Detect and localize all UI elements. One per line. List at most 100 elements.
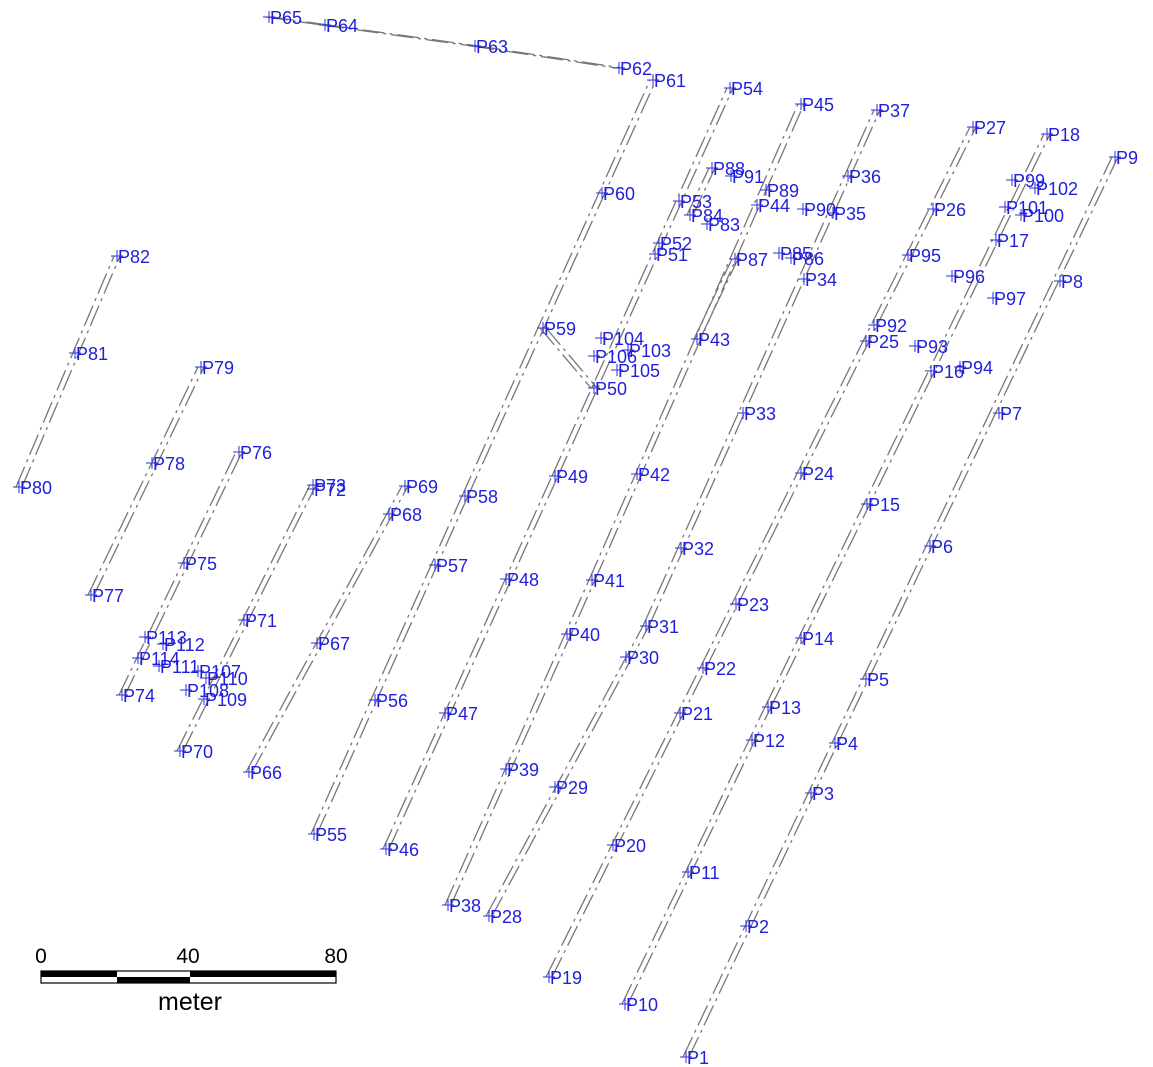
survey-point-p87: P87 [729, 250, 768, 270]
point-label: P36 [849, 167, 881, 187]
point-label: P35 [834, 204, 866, 224]
scale-tick-label: 40 [176, 945, 199, 968]
point-label: P61 [654, 71, 686, 91]
survey-point-p85: P85 [773, 244, 812, 264]
point-label: P77 [92, 586, 124, 606]
survey-point-p74: P74 [116, 686, 155, 706]
point-label: P33 [744, 404, 776, 424]
point-label: P72 [314, 480, 346, 500]
point-label: P16 [932, 362, 964, 382]
point-label: P22 [704, 659, 736, 679]
survey-track-line [545, 667, 701, 978]
survey-point-p94: P94 [954, 358, 993, 378]
survey-track-line [539, 327, 592, 389]
survey-track-line [699, 126, 971, 669]
survey-point-p82: P82 [111, 247, 150, 267]
point-label: P7 [1000, 404, 1022, 424]
survey-point-p11: P11 [682, 863, 720, 883]
point-label: P92 [875, 316, 907, 336]
survey-point-p75: P75 [178, 554, 217, 574]
point-label: P70 [181, 742, 213, 762]
survey-point-p44: P44 [751, 196, 790, 216]
survey-track-line [271, 16, 329, 26]
point-label: P12 [753, 731, 785, 751]
point-label: P24 [802, 464, 834, 484]
survey-point-p51: P51 [649, 245, 688, 265]
point-label: P46 [387, 840, 419, 860]
survey-point-p46: P46 [380, 840, 419, 860]
survey-point-p59: P59 [537, 319, 576, 339]
survey-point-p8: P8 [1054, 272, 1083, 292]
survey-point-p106: P106 [588, 347, 637, 367]
point-label: P9 [1116, 148, 1138, 168]
scale-unit-label: meter [158, 988, 222, 1016]
point-label: P39 [507, 760, 539, 780]
survey-point-p107: P107 [192, 662, 241, 682]
point-label: P56 [376, 691, 408, 711]
scale-bar: 0 40 80 meter [35, 945, 348, 1016]
survey-point-p19: P19 [543, 968, 582, 988]
survey-point-p37: P37 [871, 101, 910, 121]
survey-track-line [686, 167, 710, 216]
survey-point-p101: P101 [999, 198, 1048, 218]
point-label: P54 [731, 79, 763, 99]
survey-track-line [310, 495, 463, 835]
survey-point-p20: P20 [607, 836, 646, 856]
survey-track-line [551, 87, 728, 477]
point-label: P59 [544, 319, 576, 339]
point-label: P93 [916, 337, 948, 357]
point-label: P21 [681, 704, 713, 724]
survey-point-p96: P96 [946, 267, 985, 287]
point-label: P55 [315, 825, 347, 845]
point-label: P44 [758, 196, 790, 216]
survey-track-line [648, 109, 881, 627]
survey-point-p57: P57 [429, 556, 468, 576]
survey-track-line [87, 366, 199, 596]
survey-point-p9: P9 [1109, 148, 1138, 168]
point-label: P19 [550, 968, 582, 988]
survey-point-p12: P12 [746, 731, 785, 751]
point-label: P2 [747, 917, 769, 937]
point-label: P82 [118, 247, 150, 267]
survey-point-p95: P95 [902, 246, 941, 266]
point-label: P4 [836, 734, 858, 754]
survey-track-line [642, 109, 875, 627]
point-label: P26 [934, 200, 966, 220]
point-label: P71 [245, 611, 277, 631]
survey-point-p69: P69 [399, 477, 438, 497]
survey-point-p47: P47 [439, 704, 478, 724]
survey-point-p79: P79 [195, 358, 234, 378]
survey-points: P1P2P3P4P5P6P7P8P9P10P11P12P13P14P15P16P… [13, 8, 1138, 1067]
point-label: P41 [593, 571, 625, 591]
point-label: P114 [139, 649, 180, 669]
survey-point-p43: P43 [691, 330, 730, 350]
point-label: P73 [314, 476, 346, 496]
survey-track-line [699, 258, 739, 340]
point-label: P23 [737, 595, 769, 615]
point-label: P58 [466, 487, 498, 507]
point-label: P111 [160, 657, 199, 677]
point-label: P28 [490, 907, 522, 927]
survey-point-p63: P63 [469, 37, 508, 57]
survey-point-p73: P73 [307, 476, 346, 496]
survey-point-p108: P108 [180, 681, 229, 701]
survey-track-line [837, 156, 1119, 744]
point-label: P40 [568, 625, 600, 645]
scale-bar-segment [117, 977, 190, 983]
survey-track-line [471, 45, 617, 69]
point-label: P113 [146, 628, 187, 648]
survey-point-p24: P24 [795, 464, 834, 484]
survey-track-line [265, 16, 323, 26]
survey-point-p30: P30 [620, 648, 659, 668]
survey-point-p17: P17 [990, 231, 1029, 251]
point-label: P18 [1048, 125, 1080, 145]
point-label: P88 [713, 159, 745, 179]
point-label: P95 [909, 246, 941, 266]
point-label: P112 [164, 635, 205, 655]
point-label: P81 [76, 344, 108, 364]
survey-point-p42: P42 [631, 465, 670, 485]
survey-point-p70: P70 [174, 742, 213, 762]
point-label: P74 [123, 686, 155, 706]
point-label: P29 [556, 778, 588, 798]
